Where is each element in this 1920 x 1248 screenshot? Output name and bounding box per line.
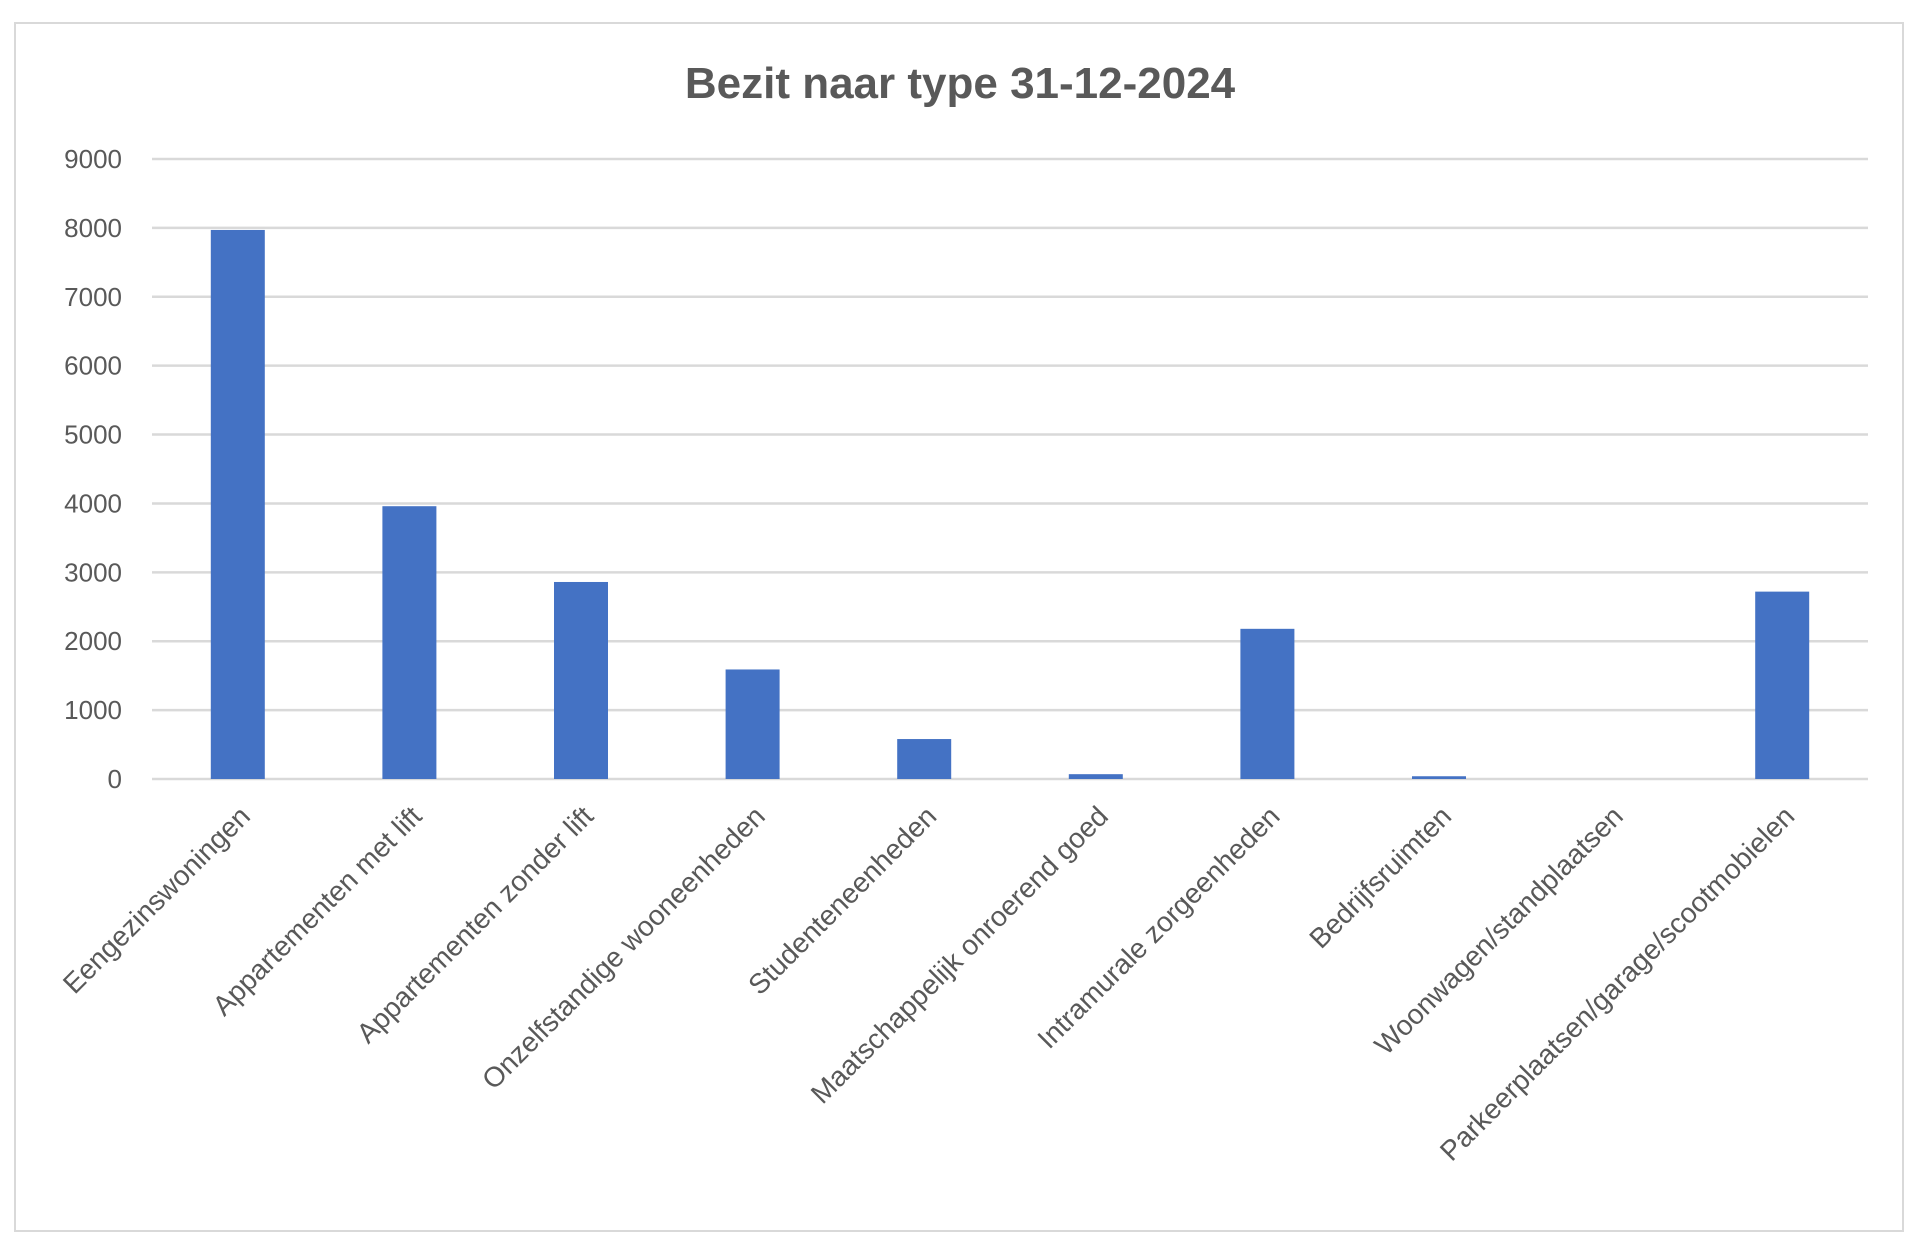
y-tick-label: 5000	[64, 420, 122, 450]
y-tick-label: 9000	[64, 144, 122, 174]
bar	[210, 229, 265, 779]
y-tick-label: 6000	[64, 351, 122, 381]
chart-title: Bezit naar type 31-12-2024	[685, 59, 1236, 108]
bar	[1240, 628, 1295, 779]
chart-frame	[14, 22, 1904, 1232]
x-tick-label: Studenteneenheden	[742, 800, 942, 1000]
bar	[554, 581, 608, 779]
y-tick-label: 3000	[64, 557, 122, 587]
bar	[1755, 591, 1810, 779]
x-tick-label: Eengezinswoningen	[57, 800, 256, 999]
x-tick-label: Maatschappelijk onroerend goed	[805, 800, 1114, 1109]
bars	[210, 229, 1810, 779]
y-tick-label: 4000	[64, 488, 122, 518]
x-tick-label: Onzelfstandige wooneenheden	[476, 800, 771, 1095]
y-axis-ticks: 0 1000 2000 3000 4000 5000 6000 7000 8000 9000	[64, 144, 122, 794]
bar	[1412, 776, 1466, 779]
y-tick-label: 1000	[64, 695, 122, 725]
x-tick-label: Parkeerplaatsen/garage/scootmobielen	[1434, 800, 1800, 1166]
bar	[725, 669, 780, 779]
y-tick-label: 7000	[64, 282, 122, 312]
y-tick-label: 8000	[64, 213, 122, 243]
bar	[897, 739, 952, 779]
gridlines	[152, 157, 1868, 781]
bar	[1068, 774, 1123, 779]
bar	[382, 506, 437, 779]
y-tick-label: 0	[108, 764, 122, 794]
x-tick-label: Bedrijfsruimten	[1303, 800, 1457, 954]
y-tick-label: 2000	[64, 626, 122, 656]
